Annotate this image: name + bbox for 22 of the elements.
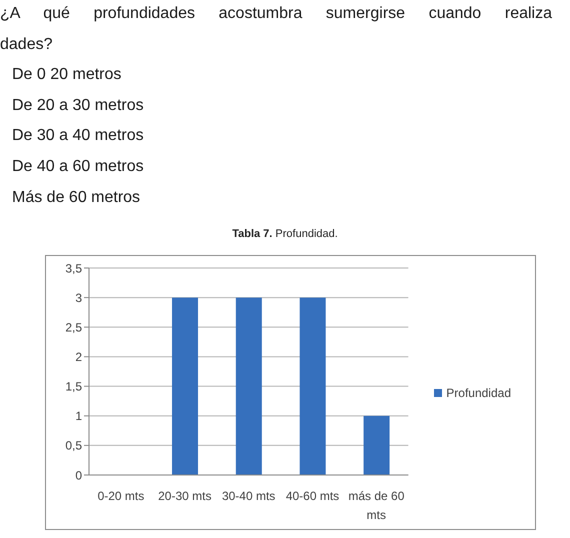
x-tick-label: 40-60 mts — [286, 488, 340, 503]
x-tick-label: 20-30 mts — [158, 488, 212, 503]
text: dades? — [0, 34, 54, 55]
text: De 0 20 metros — [11, 65, 122, 86]
x-tick-label: más de 60 mts — [348, 488, 405, 522]
y-tick-label: 1 — [75, 409, 82, 424]
text: ¿A qué profundidades acostumbra sumergirse cuando realiza — [0, 4, 552, 24]
y-tick-label: 0,5 — [65, 438, 82, 453]
text: Más de 60 metros — [11, 188, 142, 208]
legend-label: Profundidad — [446, 386, 511, 400]
y-tick-label: 1,5 — [65, 380, 82, 394]
chart-title: Tabla 7. Profundidad. — [231, 228, 339, 240]
y-tick-label: 3,5 — [65, 261, 82, 276]
x-tick-label: 30-40 mts — [222, 488, 276, 503]
y-tick-label: 0 — [75, 468, 82, 482]
y-tick-label: 2,5 — [65, 320, 82, 334]
x-tick-label: 0-20 mts — [98, 488, 144, 503]
y-tick-label: 3 — [75, 290, 82, 305]
text: De 20 a 30 metros — [11, 96, 145, 116]
text: De 30 a 40 metros — [11, 126, 145, 146]
text: De 40 a 60 metros — [11, 156, 145, 177]
y-tick-label: 2 — [75, 350, 82, 364]
